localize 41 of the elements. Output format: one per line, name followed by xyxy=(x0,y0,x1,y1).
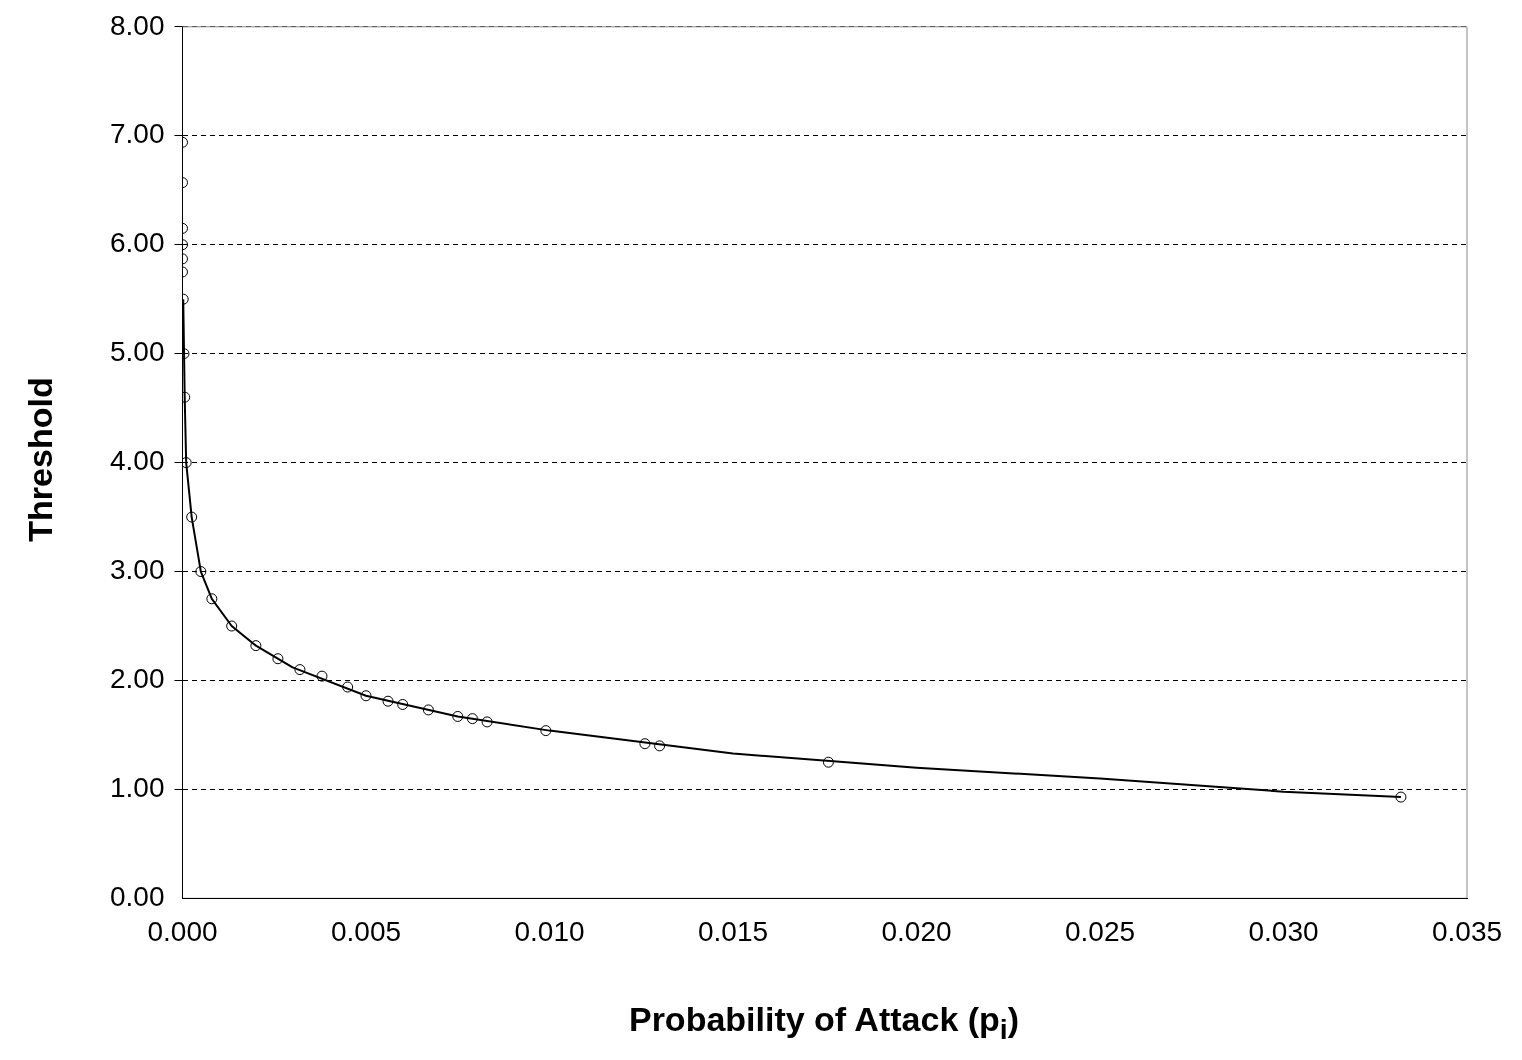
y-axis-title: Threshold xyxy=(20,376,60,544)
point xyxy=(226,620,238,632)
point xyxy=(186,511,198,523)
x-tick-label: 0.010 xyxy=(514,915,585,947)
point xyxy=(540,725,552,737)
point xyxy=(342,681,354,693)
x-tick-label: 0.015 xyxy=(697,915,769,947)
y-tick-label: 7.00 xyxy=(110,118,165,150)
point xyxy=(294,664,306,676)
x-tick-label: 0.020 xyxy=(881,915,952,947)
x-axis-title: Probability of Attack (p$_{i}$) xyxy=(627,1000,1021,1046)
point xyxy=(206,593,218,605)
x-tick-label: 0.030 xyxy=(1248,915,1319,947)
y-tick-label: 1.00 xyxy=(110,772,165,804)
point xyxy=(466,713,478,725)
point xyxy=(452,710,464,722)
point xyxy=(250,640,262,652)
point xyxy=(639,738,651,750)
x-tick-label: 0.005 xyxy=(330,915,402,947)
y-tick-label: 0.00 xyxy=(110,881,165,913)
point xyxy=(822,756,834,768)
point xyxy=(422,704,434,716)
x-tick-label: 0.000 xyxy=(147,915,218,947)
point xyxy=(397,698,409,710)
y-tick-label: 2.00 xyxy=(110,663,165,695)
point xyxy=(481,716,493,728)
y-tick-label: 6.00 xyxy=(110,227,165,259)
y-tick-label: 8.00 xyxy=(110,9,165,41)
point xyxy=(382,695,394,707)
x-tick-label: 0.035 xyxy=(1431,915,1503,947)
point xyxy=(182,457,192,469)
point xyxy=(195,566,207,578)
y-tick-label: 3.00 xyxy=(110,554,165,586)
x-tick-label: 0.025 xyxy=(1064,915,1136,947)
point xyxy=(272,653,284,665)
point xyxy=(360,690,372,702)
y-tick-label: 5.00 xyxy=(110,336,165,368)
y-tick-label: 4.00 xyxy=(110,445,165,477)
point xyxy=(1395,791,1407,803)
point xyxy=(316,670,328,682)
point xyxy=(654,740,666,752)
